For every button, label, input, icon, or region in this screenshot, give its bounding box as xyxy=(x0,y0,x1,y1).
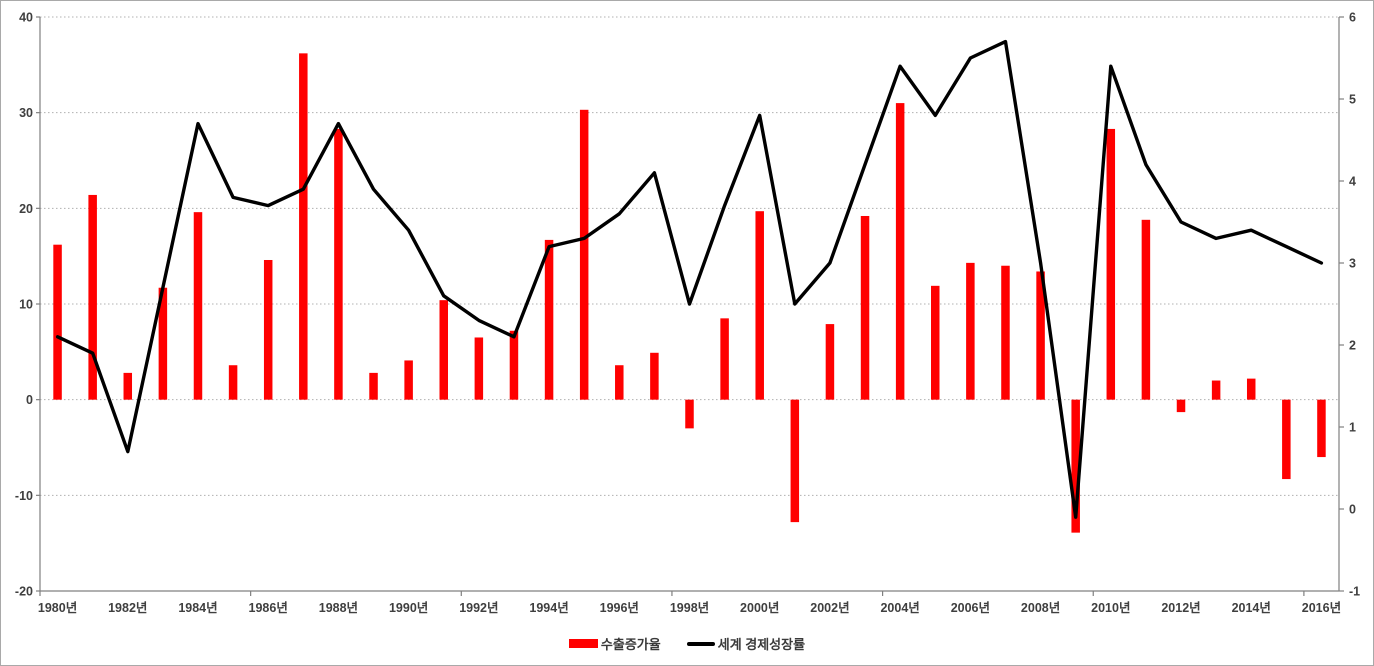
export-growth-bar-2013 xyxy=(1211,380,1221,400)
export-growth-bar-2011 xyxy=(1141,219,1151,400)
export-growth-bar-1985 xyxy=(228,365,238,400)
x-axis-label-2004: 2004년 xyxy=(880,601,919,615)
left-axis-label-0: 0 xyxy=(26,393,33,407)
export-growth-bar-1983 xyxy=(158,287,168,400)
export-growth-bar-1987 xyxy=(299,53,308,400)
right-axis-label-1: 1 xyxy=(1349,421,1356,435)
export-growth-bar-2001 xyxy=(790,399,800,523)
left-axis-label-30: 30 xyxy=(19,106,33,120)
export-growth-bar-2006 xyxy=(966,262,975,400)
export-growth-bar-1991 xyxy=(439,300,448,400)
x-axis-label-2010: 2010년 xyxy=(1091,601,1130,615)
right-axis-label-3: 3 xyxy=(1349,257,1356,271)
export-growth-bar-1997 xyxy=(650,352,659,400)
export-growth-bar-1982 xyxy=(123,372,133,400)
export-growth-bar-2009 xyxy=(1071,399,1080,533)
export-growth-bar-2016 xyxy=(1317,399,1326,458)
export-growth-bar-1988 xyxy=(334,128,343,400)
x-axis-label-1992: 1992년 xyxy=(459,601,498,615)
export-growth-bar-1994 xyxy=(544,239,554,400)
x-axis-label-1986: 1986년 xyxy=(249,601,288,615)
export-growth-bar-2010 xyxy=(1106,128,1116,400)
x-axis-label-1980: 1980년 xyxy=(38,601,77,615)
left-axis-label-40: 40 xyxy=(19,11,33,25)
left-axis-label--10: -10 xyxy=(15,489,33,503)
export-growth-bar-1984 xyxy=(193,212,203,400)
export-growth-bar-2007 xyxy=(1001,265,1010,400)
x-axis-label-2016: 2016년 xyxy=(1302,601,1341,615)
export-growth-bar-1993 xyxy=(509,330,519,400)
left-axis-label-20: 20 xyxy=(19,202,33,216)
export-growth-bar-1980 xyxy=(53,244,62,400)
x-axis-label-2014: 2014년 xyxy=(1232,601,1271,615)
export-growth-bar-2000 xyxy=(755,211,764,400)
export-growth-bar-2015 xyxy=(1282,399,1291,480)
x-axis-label-1990: 1990년 xyxy=(389,601,428,615)
left-axis-label-10: 10 xyxy=(19,298,33,312)
export-growth-bar-1989 xyxy=(369,372,378,400)
right-axis-label--1: -1 xyxy=(1349,585,1360,599)
x-axis-label-1984: 1984년 xyxy=(178,601,217,615)
x-axis-label-2008: 2008년 xyxy=(1021,601,1060,615)
export-growth-bar-2012 xyxy=(1176,399,1186,413)
export-growth-bar-2004 xyxy=(895,103,905,400)
export-growth-bar-1998 xyxy=(685,399,694,429)
export-growth-bar-1995 xyxy=(579,109,589,400)
export-growth-bar-2002 xyxy=(825,324,835,400)
export-growth-bar-1990 xyxy=(404,360,413,400)
export-growth-bar-1996 xyxy=(615,365,624,400)
export-growth-bar-2008 xyxy=(1036,271,1045,400)
export-growth-bar-1981 xyxy=(88,194,97,400)
x-axis-label-1998: 1998년 xyxy=(670,601,709,615)
x-axis-label-2012: 2012년 xyxy=(1161,601,1200,615)
export-growth-bar-1992 xyxy=(474,337,484,400)
export-growth-bar-2005 xyxy=(931,285,940,400)
export-growth-bar-2014 xyxy=(1246,378,1256,400)
x-axis-label-2002: 2002년 xyxy=(810,601,849,615)
x-axis-label-1988: 1988년 xyxy=(319,601,358,615)
export-growth-bar-1999 xyxy=(720,318,729,400)
x-axis-label-1982: 1982년 xyxy=(108,601,147,615)
right-axis-label-0: 0 xyxy=(1349,503,1356,517)
left-axis-label--20: -20 xyxy=(15,585,33,599)
right-axis-label-6: 6 xyxy=(1349,11,1356,25)
right-axis-label-2: 2 xyxy=(1349,339,1356,353)
x-axis-label-1994: 1994년 xyxy=(529,601,568,615)
right-axis-label-5: 5 xyxy=(1349,93,1356,107)
export-growth-bar-2003 xyxy=(860,215,870,400)
world-gdp-growth-line xyxy=(55,39,1324,519)
x-axis-label-2006: 2006년 xyxy=(951,601,990,615)
x-axis-label-2000: 2000년 xyxy=(740,601,779,615)
x-axis-label-1996: 1996년 xyxy=(600,601,639,615)
export-growth-bar-1986 xyxy=(263,259,273,400)
right-axis-label-4: 4 xyxy=(1349,175,1356,189)
